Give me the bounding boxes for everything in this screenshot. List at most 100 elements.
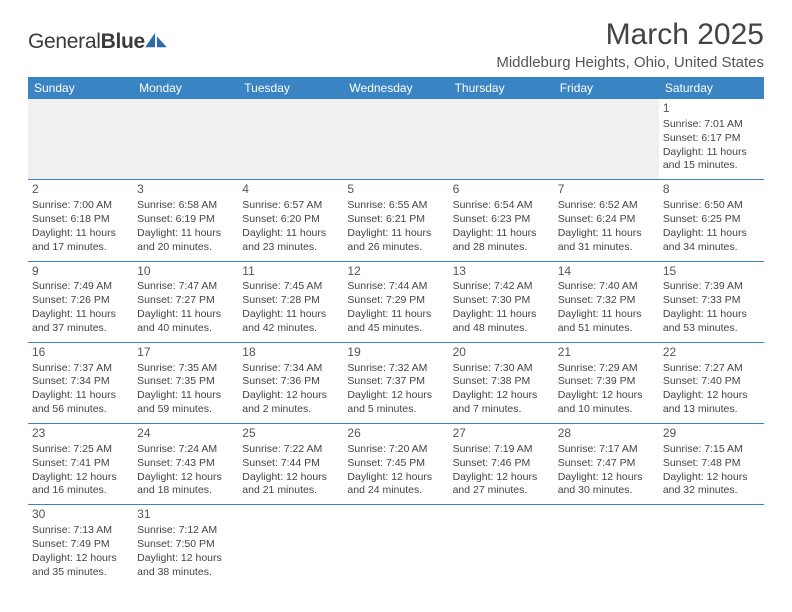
sunrise-line: Sunrise: 7:01 AM (663, 118, 760, 132)
day-number: 19 (347, 345, 444, 361)
daylight-line-2: and 2 minutes. (242, 403, 339, 417)
sunrise-line: Sunrise: 7:00 AM (32, 199, 129, 213)
day-header: Thursday (449, 77, 554, 99)
sunrise-line: Sunrise: 6:57 AM (242, 199, 339, 213)
calendar-week: 9Sunrise: 7:49 AMSunset: 7:26 PMDaylight… (28, 261, 764, 342)
daylight-line-2: and 26 minutes. (347, 241, 444, 255)
sunset-line: Sunset: 6:25 PM (663, 213, 760, 227)
day-header: Sunday (28, 77, 133, 99)
calendar-body: 1Sunrise: 7:01 AMSunset: 6:17 PM Daylight… (28, 99, 764, 586)
header-row: GeneralBlue March 2025 Middleburg Height… (28, 18, 764, 71)
daylight-line-2: and 42 minutes. (242, 322, 339, 336)
sunset-line: Sunset: 7:28 PM (242, 294, 339, 308)
day-number: 10 (137, 264, 234, 280)
calendar-day: 31Sunrise: 7:12 AMSunset: 7:50 PMDayligh… (133, 505, 238, 586)
daylight-line-1: Daylight: 12 hours (453, 471, 550, 485)
daylight-line-1: Daylight: 11 hours (453, 308, 550, 322)
calendar-week: 30Sunrise: 7:13 AMSunset: 7:49 PMDayligh… (28, 505, 764, 586)
calendar-week: 16Sunrise: 7:37 AMSunset: 7:34 PMDayligh… (28, 342, 764, 423)
day-number: 3 (137, 182, 234, 198)
sunset-line: Sunset: 7:40 PM (663, 375, 760, 389)
calendar-empty (133, 99, 238, 180)
calendar-day: 8Sunrise: 6:50 AMSunset: 6:25 PMDaylight… (659, 180, 764, 261)
sunset-line: Sunset: 7:50 PM (137, 538, 234, 552)
sunrise-line: Sunrise: 7:39 AM (663, 280, 760, 294)
daylight-line-1: Daylight: 11 hours (137, 389, 234, 403)
calendar-day: 11Sunrise: 7:45 AMSunset: 7:28 PMDayligh… (238, 261, 343, 342)
sunset-line: Sunset: 7:47 PM (558, 457, 655, 471)
sunset-line: Sunset: 7:29 PM (347, 294, 444, 308)
daylight-line-1: Daylight: 12 hours (663, 471, 760, 485)
calendar-empty (449, 99, 554, 180)
daylight-line-1: Daylight: 12 hours (137, 471, 234, 485)
day-number: 20 (453, 345, 550, 361)
day-header: Saturday (659, 77, 764, 99)
sunrise-line: Sunrise: 7:15 AM (663, 443, 760, 457)
sunrise-line: Sunrise: 7:25 AM (32, 443, 129, 457)
daylight-line-1: Daylight: 11 hours (558, 308, 655, 322)
daylight-line-1: Daylight: 12 hours (558, 389, 655, 403)
sunrise-line: Sunrise: 6:52 AM (558, 199, 655, 213)
daylight-line-2: and 31 minutes. (558, 241, 655, 255)
calendar-empty (238, 99, 343, 180)
day-number: 26 (347, 426, 444, 442)
daylight-line-2: and 20 minutes. (137, 241, 234, 255)
day-number: 5 (347, 182, 444, 198)
daylight-line-2: and 5 minutes. (347, 403, 444, 417)
sunrise-line: Sunrise: 7:17 AM (558, 443, 655, 457)
day-number: 2 (32, 182, 129, 198)
sunrise-line: Sunrise: 7:44 AM (347, 280, 444, 294)
daylight-line-2: and 34 minutes. (663, 241, 760, 255)
daylight-line-2: and 10 minutes. (558, 403, 655, 417)
daylight-line-1: Daylight: 11 hours (242, 227, 339, 241)
sunset-line: Sunset: 7:27 PM (137, 294, 234, 308)
day-number: 7 (558, 182, 655, 198)
calendar-day: 24Sunrise: 7:24 AMSunset: 7:43 PMDayligh… (133, 424, 238, 505)
sunset-line: Sunset: 6:19 PM (137, 213, 234, 227)
daylight-line-1: Daylight: 11 hours (32, 308, 129, 322)
calendar-day: 23Sunrise: 7:25 AMSunset: 7:41 PMDayligh… (28, 424, 133, 505)
sunset-line: Sunset: 7:37 PM (347, 375, 444, 389)
sunrise-line: Sunrise: 7:12 AM (137, 524, 234, 538)
daylight-line-1: Daylight: 11 hours (453, 227, 550, 241)
daylight-line-2: and 35 minutes. (32, 566, 129, 580)
daylight-line-2: and 51 minutes. (558, 322, 655, 336)
calendar-day: 29Sunrise: 7:15 AMSunset: 7:48 PMDayligh… (659, 424, 764, 505)
daylight-line-2: and 16 minutes. (32, 484, 129, 498)
daylight-line-1: Daylight: 11 hours (137, 227, 234, 241)
day-number: 11 (242, 264, 339, 280)
sunrise-line: Sunrise: 7:13 AM (32, 524, 129, 538)
calendar-day: 12Sunrise: 7:44 AMSunset: 7:29 PMDayligh… (343, 261, 448, 342)
calendar-empty (554, 99, 659, 180)
sunrise-line: Sunrise: 7:45 AM (242, 280, 339, 294)
sunset-line: Sunset: 7:44 PM (242, 457, 339, 471)
logo-text-part2: Blue (101, 30, 145, 53)
calendar-day: 7Sunrise: 6:52 AMSunset: 6:24 PMDaylight… (554, 180, 659, 261)
day-header: Monday (133, 77, 238, 99)
daylight-line-2: and 59 minutes. (137, 403, 234, 417)
daylight-line-1: Daylight: 11 hours (558, 227, 655, 241)
day-number: 21 (558, 345, 655, 361)
daylight-line-1: Daylight: 11 hours (242, 308, 339, 322)
daylight-line-2: and 17 minutes. (32, 241, 129, 255)
day-number: 15 (663, 264, 760, 280)
daylight-line-1: Daylight: 11 hours (663, 308, 760, 322)
sunrise-line: Sunrise: 6:54 AM (453, 199, 550, 213)
day-number: 27 (453, 426, 550, 442)
calendar-empty (343, 99, 448, 180)
sunrise-line: Sunrise: 7:42 AM (453, 280, 550, 294)
calendar-head: SundayMondayTuesdayWednesdayThursdayFrid… (28, 77, 764, 99)
sunset-line: Sunset: 7:30 PM (453, 294, 550, 308)
sunrise-line: Sunrise: 7:40 AM (558, 280, 655, 294)
calendar-day: 20Sunrise: 7:30 AMSunset: 7:38 PMDayligh… (449, 342, 554, 423)
daylight-line-1: Daylight: 12 hours (347, 471, 444, 485)
sunset-line: Sunset: 7:36 PM (242, 375, 339, 389)
daylight-line-1: Daylight: 11 hours (347, 227, 444, 241)
calendar-empty (238, 505, 343, 586)
sunset-line: Sunset: 7:26 PM (32, 294, 129, 308)
calendar-week: 23Sunrise: 7:25 AMSunset: 7:41 PMDayligh… (28, 424, 764, 505)
day-header: Friday (554, 77, 659, 99)
day-number: 29 (663, 426, 760, 442)
day-number: 1 (663, 101, 760, 117)
sunset-line: Sunset: 6:17 PM (663, 132, 760, 146)
